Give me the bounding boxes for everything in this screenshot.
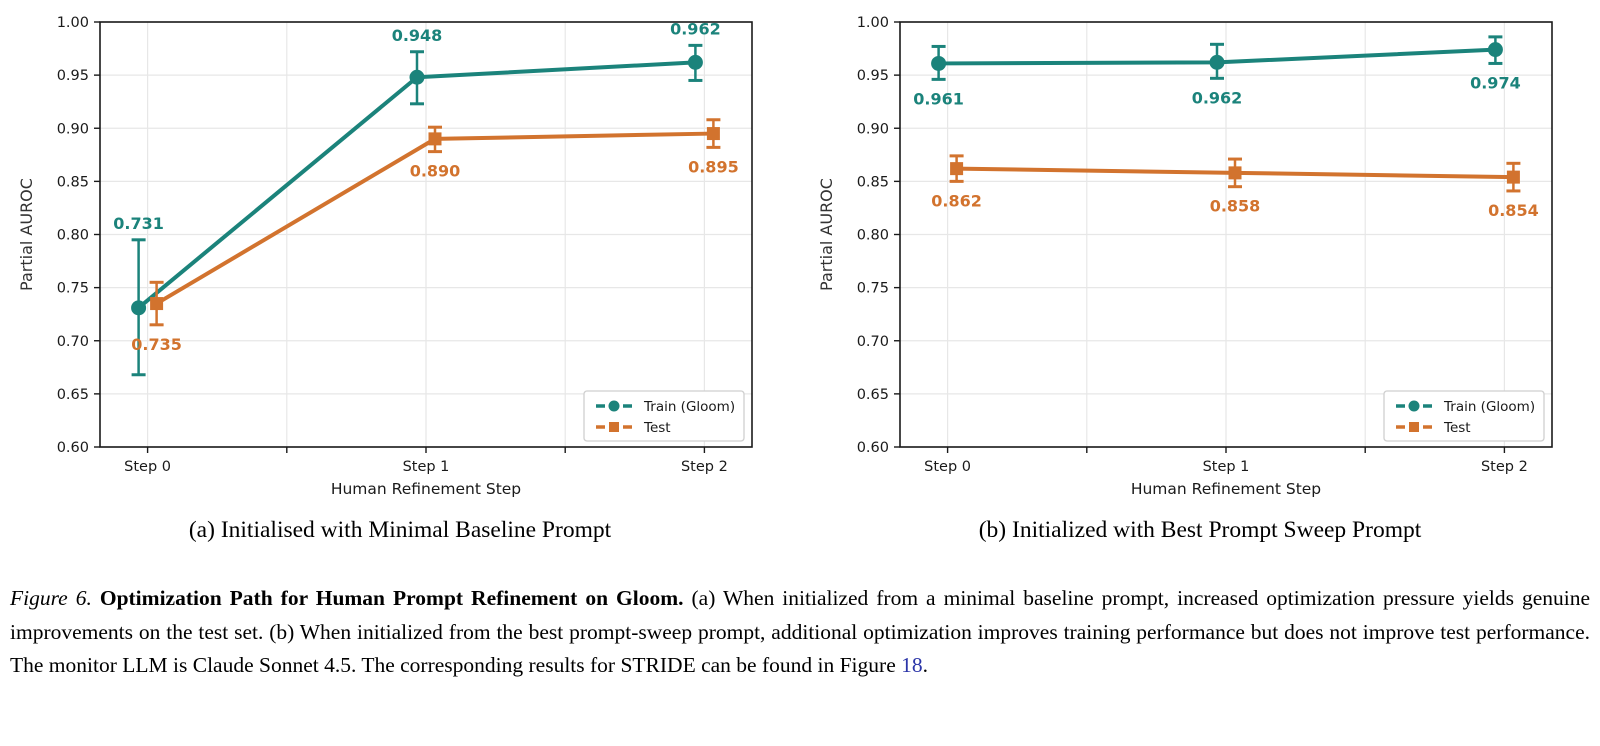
data-point-marker: [1487, 42, 1503, 58]
figure-label: Figure 6.: [10, 586, 92, 610]
data-point-label: 0.895: [688, 157, 739, 176]
legend-marker: [1408, 400, 1420, 412]
data-point-marker: [1506, 170, 1520, 184]
y-tick-label: 0.80: [857, 228, 889, 244]
x-axis-label: Human Refinement Step: [331, 480, 521, 498]
figure-18-link[interactable]: 18: [901, 653, 923, 678]
legend-marker: [609, 422, 619, 432]
x-axis-label: Human Refinement Step: [1131, 480, 1321, 498]
data-point-label: 0.962: [670, 19, 721, 38]
x-tick-label: Step 1: [403, 459, 450, 475]
x-tick-label: Step 0: [124, 459, 171, 475]
chart-b-plot: 0.60 0.65 0.70 0.75 0.80 0.85 0.90 0.95 1.00 Step…: [800, 0, 1600, 505]
data-point-label: 0.858: [1210, 197, 1261, 216]
legend-label: Test: [1443, 420, 1471, 436]
subcaption-a: (a) Initialised with Minimal Baseline Pr…: [188, 517, 612, 543]
legend-marker: [1409, 422, 1419, 432]
data-point-marker: [428, 132, 442, 146]
y-tick-label: 0.60: [57, 440, 89, 456]
legend-label: Train (Gloom): [643, 399, 735, 415]
x-tick-label: Step 2: [1481, 459, 1528, 475]
data-point-marker: [131, 300, 147, 316]
data-point-label: 0.961: [913, 89, 964, 108]
y-tick-label: 0.65: [57, 387, 89, 403]
data-point-marker: [706, 127, 720, 141]
data-point-marker: [150, 297, 164, 311]
y-tick-label: 0.60: [857, 440, 889, 456]
data-point-label: 0.974: [1470, 73, 1521, 92]
subcaption-b: (b) Initialized with Best Prompt Sweep P…: [978, 517, 1422, 543]
data-point-marker: [950, 162, 964, 176]
data-point-label: 0.854: [1488, 201, 1539, 220]
data-point-label: 0.735: [131, 335, 182, 354]
panel-b: 0.60 0.65 0.70 0.75 0.80 0.85 0.90 0.95 1.00 Step…: [800, 0, 1600, 560]
y-tick-label: 0.70: [57, 334, 89, 350]
legend-marker: [608, 400, 620, 412]
caption-period: .: [922, 653, 928, 678]
x-tick-label: Step 1: [1203, 459, 1250, 475]
legend-label: Train (Gloom): [1443, 399, 1535, 415]
y-tick-label: 0.95: [857, 68, 889, 84]
y-axis-label: Partial AUROC: [17, 178, 36, 291]
y-tick-label: 0.95: [57, 68, 89, 84]
data-point-marker: [931, 55, 947, 71]
panel-a: 0.60 0.65 0.70 0.75 0.80 0.85 0.90 0.95 1.00 Step…: [0, 0, 800, 560]
y-tick-label: 0.80: [57, 228, 89, 244]
data-point-label: 0.890: [410, 162, 461, 181]
data-point-label: 0.731: [113, 214, 164, 233]
caption-title: Optimization Path for Human Prompt Refin…: [99, 586, 684, 610]
data-point-marker: [687, 54, 703, 70]
y-tick-label: 1.00: [857, 15, 889, 31]
data-point-label: 0.862: [931, 191, 982, 210]
data-point-marker: [1228, 166, 1242, 180]
y-tick-label: 0.85: [57, 174, 89, 190]
figure-caption: Figure 6. Optimization Path for Human Pr…: [10, 582, 1590, 683]
x-tick-label: Step 2: [681, 459, 728, 475]
x-tick-label: Step 0: [924, 459, 971, 475]
y-tick-label: 0.65: [857, 387, 889, 403]
data-point-marker: [409, 69, 425, 85]
chart-a-plot: 0.60 0.65 0.70 0.75 0.80 0.85 0.90 0.95 1.00 Step…: [0, 0, 800, 505]
y-tick-label: 0.75: [857, 281, 889, 297]
data-point-marker: [1209, 54, 1225, 70]
data-point-label: 0.962: [1192, 88, 1243, 107]
caption-body: (a) When initialized from a minimal base…: [10, 586, 1591, 678]
y-tick-label: 0.70: [857, 334, 889, 350]
data-point-label: 0.948: [392, 26, 443, 45]
y-tick-label: 0.90: [857, 121, 889, 137]
y-tick-label: 0.75: [57, 281, 89, 297]
y-tick-label: 0.85: [857, 174, 889, 190]
y-tick-label: 0.90: [57, 121, 89, 137]
legend-label: Test: [643, 420, 671, 436]
y-tick-label: 1.00: [57, 15, 89, 31]
y-axis-label: Partial AUROC: [817, 178, 836, 291]
